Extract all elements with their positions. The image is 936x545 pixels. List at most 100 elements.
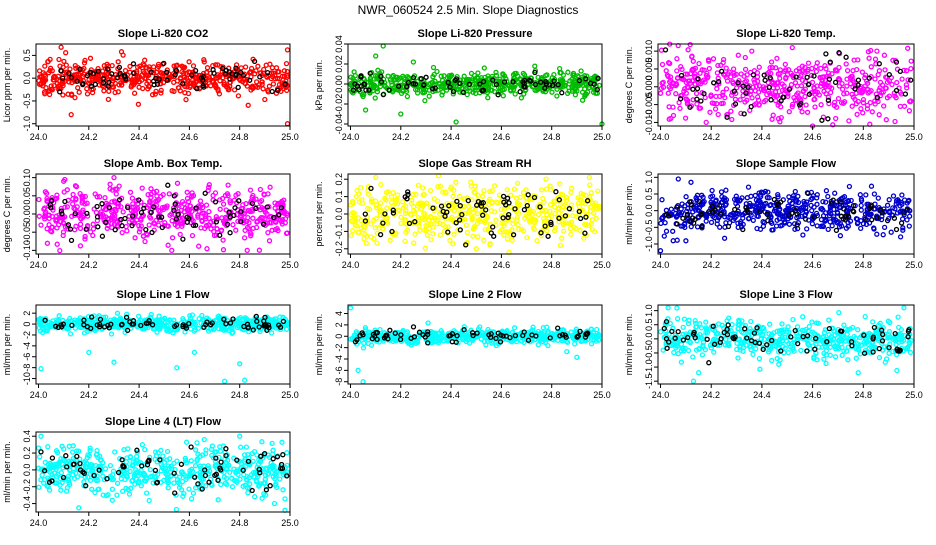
data-point [214, 191, 218, 195]
point-group [349, 174, 602, 255]
y-tick-label: 0.5 [644, 188, 654, 201]
data-point [770, 60, 774, 64]
data-point [513, 92, 517, 96]
data-point [909, 59, 913, 63]
x-tick-label: 24.4 [753, 260, 771, 270]
data-point [149, 192, 153, 196]
data-point [476, 235, 480, 239]
data-point [856, 222, 860, 226]
data-point [569, 190, 573, 194]
data-point-outlier [704, 120, 708, 124]
data-point [429, 222, 433, 226]
reference-point [237, 199, 241, 203]
reference-point [60, 212, 64, 216]
data-point [659, 221, 663, 225]
data-point-outlier [120, 50, 124, 54]
data-point [895, 81, 899, 85]
data-point [108, 187, 112, 191]
data-point [561, 73, 565, 77]
data-point [720, 190, 724, 194]
data-point [359, 226, 363, 230]
data-point [887, 198, 891, 202]
data-point [71, 193, 75, 197]
reference-point [824, 52, 828, 56]
data-point [425, 233, 429, 237]
page-title: NWR_060524 2.5 Min. Slope Diagnostics [358, 3, 579, 17]
data-point [597, 83, 601, 87]
data-point [236, 94, 240, 98]
data-point [155, 189, 159, 193]
data-point [218, 79, 222, 83]
x-tick-label: 24.8 [543, 390, 561, 400]
data-point [79, 222, 83, 226]
reference-point [895, 228, 899, 232]
y-axis-label: degrees C per min. [2, 176, 12, 253]
data-point [175, 224, 179, 228]
data-point [45, 241, 49, 245]
reference-point [96, 215, 100, 219]
reference-point [132, 62, 136, 66]
x-tick-label: 24.2 [392, 260, 410, 270]
data-point [45, 227, 49, 231]
x-tick-label: 25.0 [281, 132, 299, 142]
reference-point [763, 78, 767, 82]
data-point [567, 89, 571, 93]
data-point [833, 104, 837, 108]
data-point [750, 96, 754, 100]
data-point [722, 58, 726, 62]
data-point [544, 177, 548, 181]
data-point [704, 219, 708, 223]
data-point [665, 229, 669, 233]
data-point [833, 191, 837, 195]
data-point [850, 104, 854, 108]
data-point [374, 199, 378, 203]
data-point [482, 238, 486, 242]
data-point [751, 218, 755, 222]
data-point [761, 224, 765, 228]
data-point [267, 84, 271, 88]
data-point [452, 232, 456, 236]
data-point [536, 343, 540, 347]
data-point [218, 207, 222, 211]
data-point [423, 246, 427, 250]
point-group [37, 311, 290, 383]
y-axis-label: ml/min per min. [2, 314, 12, 376]
data-point [553, 229, 557, 233]
data-point [385, 206, 389, 210]
reference-point [59, 69, 63, 73]
data-point [268, 185, 272, 189]
x-tick-label: 24.8 [231, 390, 249, 400]
x-tick-label: 24.0 [652, 260, 670, 270]
data-point [489, 209, 493, 213]
reference-point [856, 83, 860, 87]
data-point [364, 241, 368, 245]
reference-point [466, 199, 470, 203]
data-point [793, 190, 797, 194]
data-point [588, 183, 592, 187]
data-point [834, 117, 838, 121]
data-point-outlier [565, 350, 569, 354]
data-point [482, 66, 486, 70]
data-point [189, 327, 193, 331]
data-point [482, 189, 486, 193]
reference-point [419, 77, 423, 81]
y-tick-label: -0.1 [334, 224, 344, 240]
data-point [476, 212, 480, 216]
data-point [907, 109, 911, 113]
data-point [404, 204, 408, 208]
y-tick-label: -4 [334, 355, 344, 363]
data-point [486, 328, 490, 332]
plot-frame [348, 305, 602, 384]
reference-point [856, 78, 860, 82]
reference-point [379, 233, 383, 237]
data-point [92, 227, 96, 231]
data-point [592, 211, 596, 215]
x-tick-label: 24.2 [702, 132, 720, 142]
data-point [107, 217, 111, 221]
data-point [412, 241, 416, 245]
reference-point [228, 231, 232, 235]
data-point [390, 201, 394, 205]
data-point [821, 200, 825, 204]
data-point [856, 58, 860, 62]
data-point [559, 243, 563, 247]
